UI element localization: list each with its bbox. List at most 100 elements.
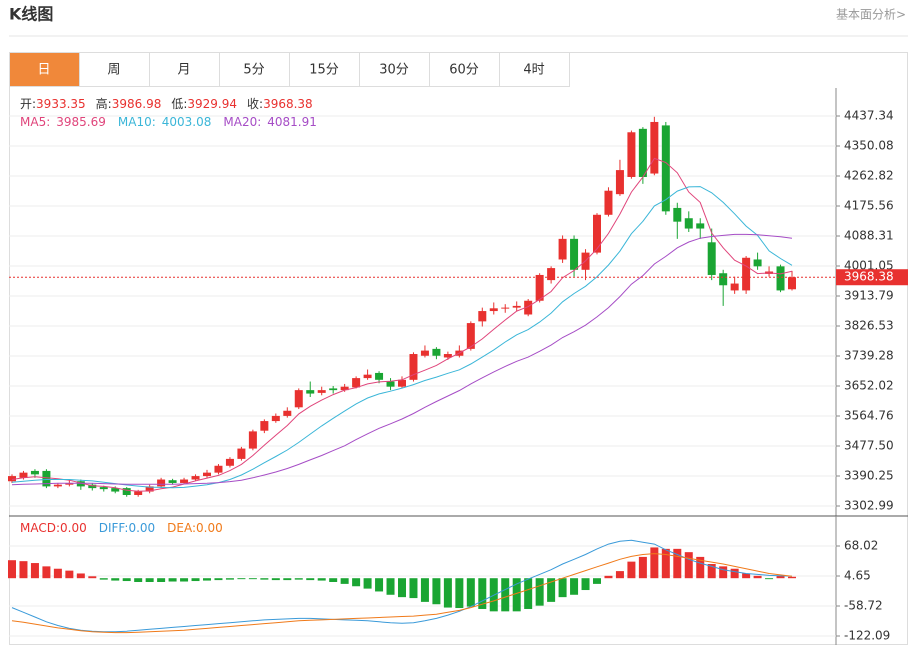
macd-bar	[352, 578, 361, 587]
macd-bar	[248, 578, 257, 580]
ma-info: MA5: 3985.69 MA10: 4003.08 MA20: 4081.91	[20, 115, 317, 129]
macd-bar	[88, 576, 97, 579]
candle-body	[742, 257, 751, 291]
kline-chart: 4437.34 4350.08 4262.82 4175.56 4088.31 4001.…	[8, 88, 908, 517]
tab-label[interactable]: 15分	[309, 63, 339, 78]
candle-body	[203, 472, 211, 477]
macd-bar	[650, 547, 659, 579]
macd-bar	[788, 576, 796, 579]
macd-bar	[99, 578, 108, 580]
ma-label: MA5:	[20, 115, 50, 129]
y-tick-label: 3826.53	[844, 319, 894, 333]
macd-value: 0.00	[60, 521, 87, 535]
candle-body	[466, 323, 475, 349]
macd-bar	[191, 578, 200, 582]
tab-label[interactable]: 4时	[523, 63, 544, 78]
candle-body	[294, 390, 303, 408]
tab[interactable]	[499, 52, 570, 87]
macd-bar	[225, 578, 234, 580]
tab-bar: 日 周 月 5分 15分 30分 60分 4时	[9, 52, 570, 87]
price-tag	[836, 269, 908, 286]
candle-body	[363, 374, 372, 379]
macd-bar	[512, 578, 521, 612]
macd-bar	[627, 561, 636, 579]
macd-bar	[30, 563, 39, 579]
ma-label: MA20:	[223, 115, 261, 129]
ohlc-label: 开:	[20, 97, 36, 111]
macd-bar	[111, 578, 120, 581]
candle-body	[398, 379, 406, 387]
ma-value: 4003.08	[162, 115, 212, 129]
macd-bar	[765, 578, 774, 580]
candle-body	[30, 470, 39, 475]
tab-label[interactable]: 月	[177, 63, 190, 78]
macd-bar	[443, 578, 452, 608]
ma-value: 3985.69	[56, 115, 106, 129]
candle-body	[191, 476, 200, 480]
y-tick-label: -58.72	[844, 599, 883, 613]
candle-body	[776, 266, 785, 291]
tab[interactable]	[79, 52, 150, 87]
candle-body	[214, 465, 223, 473]
tab-label[interactable]: 日	[37, 63, 50, 78]
candle-body	[99, 487, 108, 490]
fundamental-link[interactable]: 基本面分析>	[836, 8, 906, 22]
y-tick-label: 3477.50	[844, 438, 894, 452]
candle-body	[88, 484, 97, 489]
macd-bar	[19, 561, 28, 579]
tab-label[interactable]: 30分	[379, 63, 409, 78]
candle-body	[271, 415, 280, 422]
price-tag-label: 3968.38	[844, 270, 894, 284]
candle-body	[524, 300, 533, 315]
macd-bar	[707, 563, 716, 579]
tab[interactable]	[359, 52, 430, 87]
tab[interactable]	[149, 52, 220, 87]
ohlc-label: 高:	[96, 96, 112, 111]
macd-label: DEA:	[167, 521, 196, 535]
candle-body	[317, 390, 326, 393]
y-tick-label: 4262.82	[844, 169, 894, 183]
macd-bar	[237, 578, 246, 580]
macd-line	[11, 553, 793, 634]
macd-value: 0.00	[128, 521, 155, 535]
macd-bar	[432, 578, 441, 605]
tab-label[interactable]: 周	[107, 63, 120, 78]
candle-body	[168, 480, 177, 483]
macd-bar	[8, 560, 16, 579]
candle-body	[134, 491, 143, 495]
tab-label[interactable]: 60分	[449, 63, 479, 78]
candle-body	[570, 238, 579, 270]
macd-bar	[742, 573, 751, 579]
candle-body	[65, 482, 74, 485]
candle-body	[409, 354, 418, 380]
macd-bar	[501, 578, 510, 612]
ohlc-value: 3986.98	[112, 97, 162, 111]
macd-bar	[581, 578, 590, 591]
y-tick-label: 4175.56	[844, 199, 894, 213]
candle-body	[638, 128, 647, 177]
macd-bar	[638, 556, 647, 579]
candle-body	[673, 207, 682, 222]
macd-bar	[684, 552, 693, 579]
candle-body	[283, 410, 292, 416]
macd-bar	[398, 578, 406, 598]
candle-body	[180, 479, 189, 483]
page-title: K线图	[9, 5, 53, 24]
macd-bar	[363, 578, 372, 589]
macd-bar	[375, 578, 384, 592]
y-tick-label: 3390.25	[844, 468, 894, 482]
candle-body	[340, 386, 349, 391]
macd-bar	[615, 571, 624, 579]
ma-line	[11, 157, 793, 492]
macd-label: DIFF:	[99, 521, 129, 535]
candle-body	[386, 381, 395, 387]
ohlc-value: 3968.38	[263, 97, 313, 111]
tab-label[interactable]: 5分	[243, 63, 264, 78]
macd-info: MACD:0.00 DIFF:0.00 DEA:0.00	[20, 521, 223, 535]
macd-bar	[696, 556, 705, 579]
macd-bar	[203, 578, 211, 581]
y-tick-label: 3913.79	[844, 289, 894, 303]
macd-bar	[547, 578, 556, 602]
y-tick-label: 4088.31	[844, 228, 894, 242]
